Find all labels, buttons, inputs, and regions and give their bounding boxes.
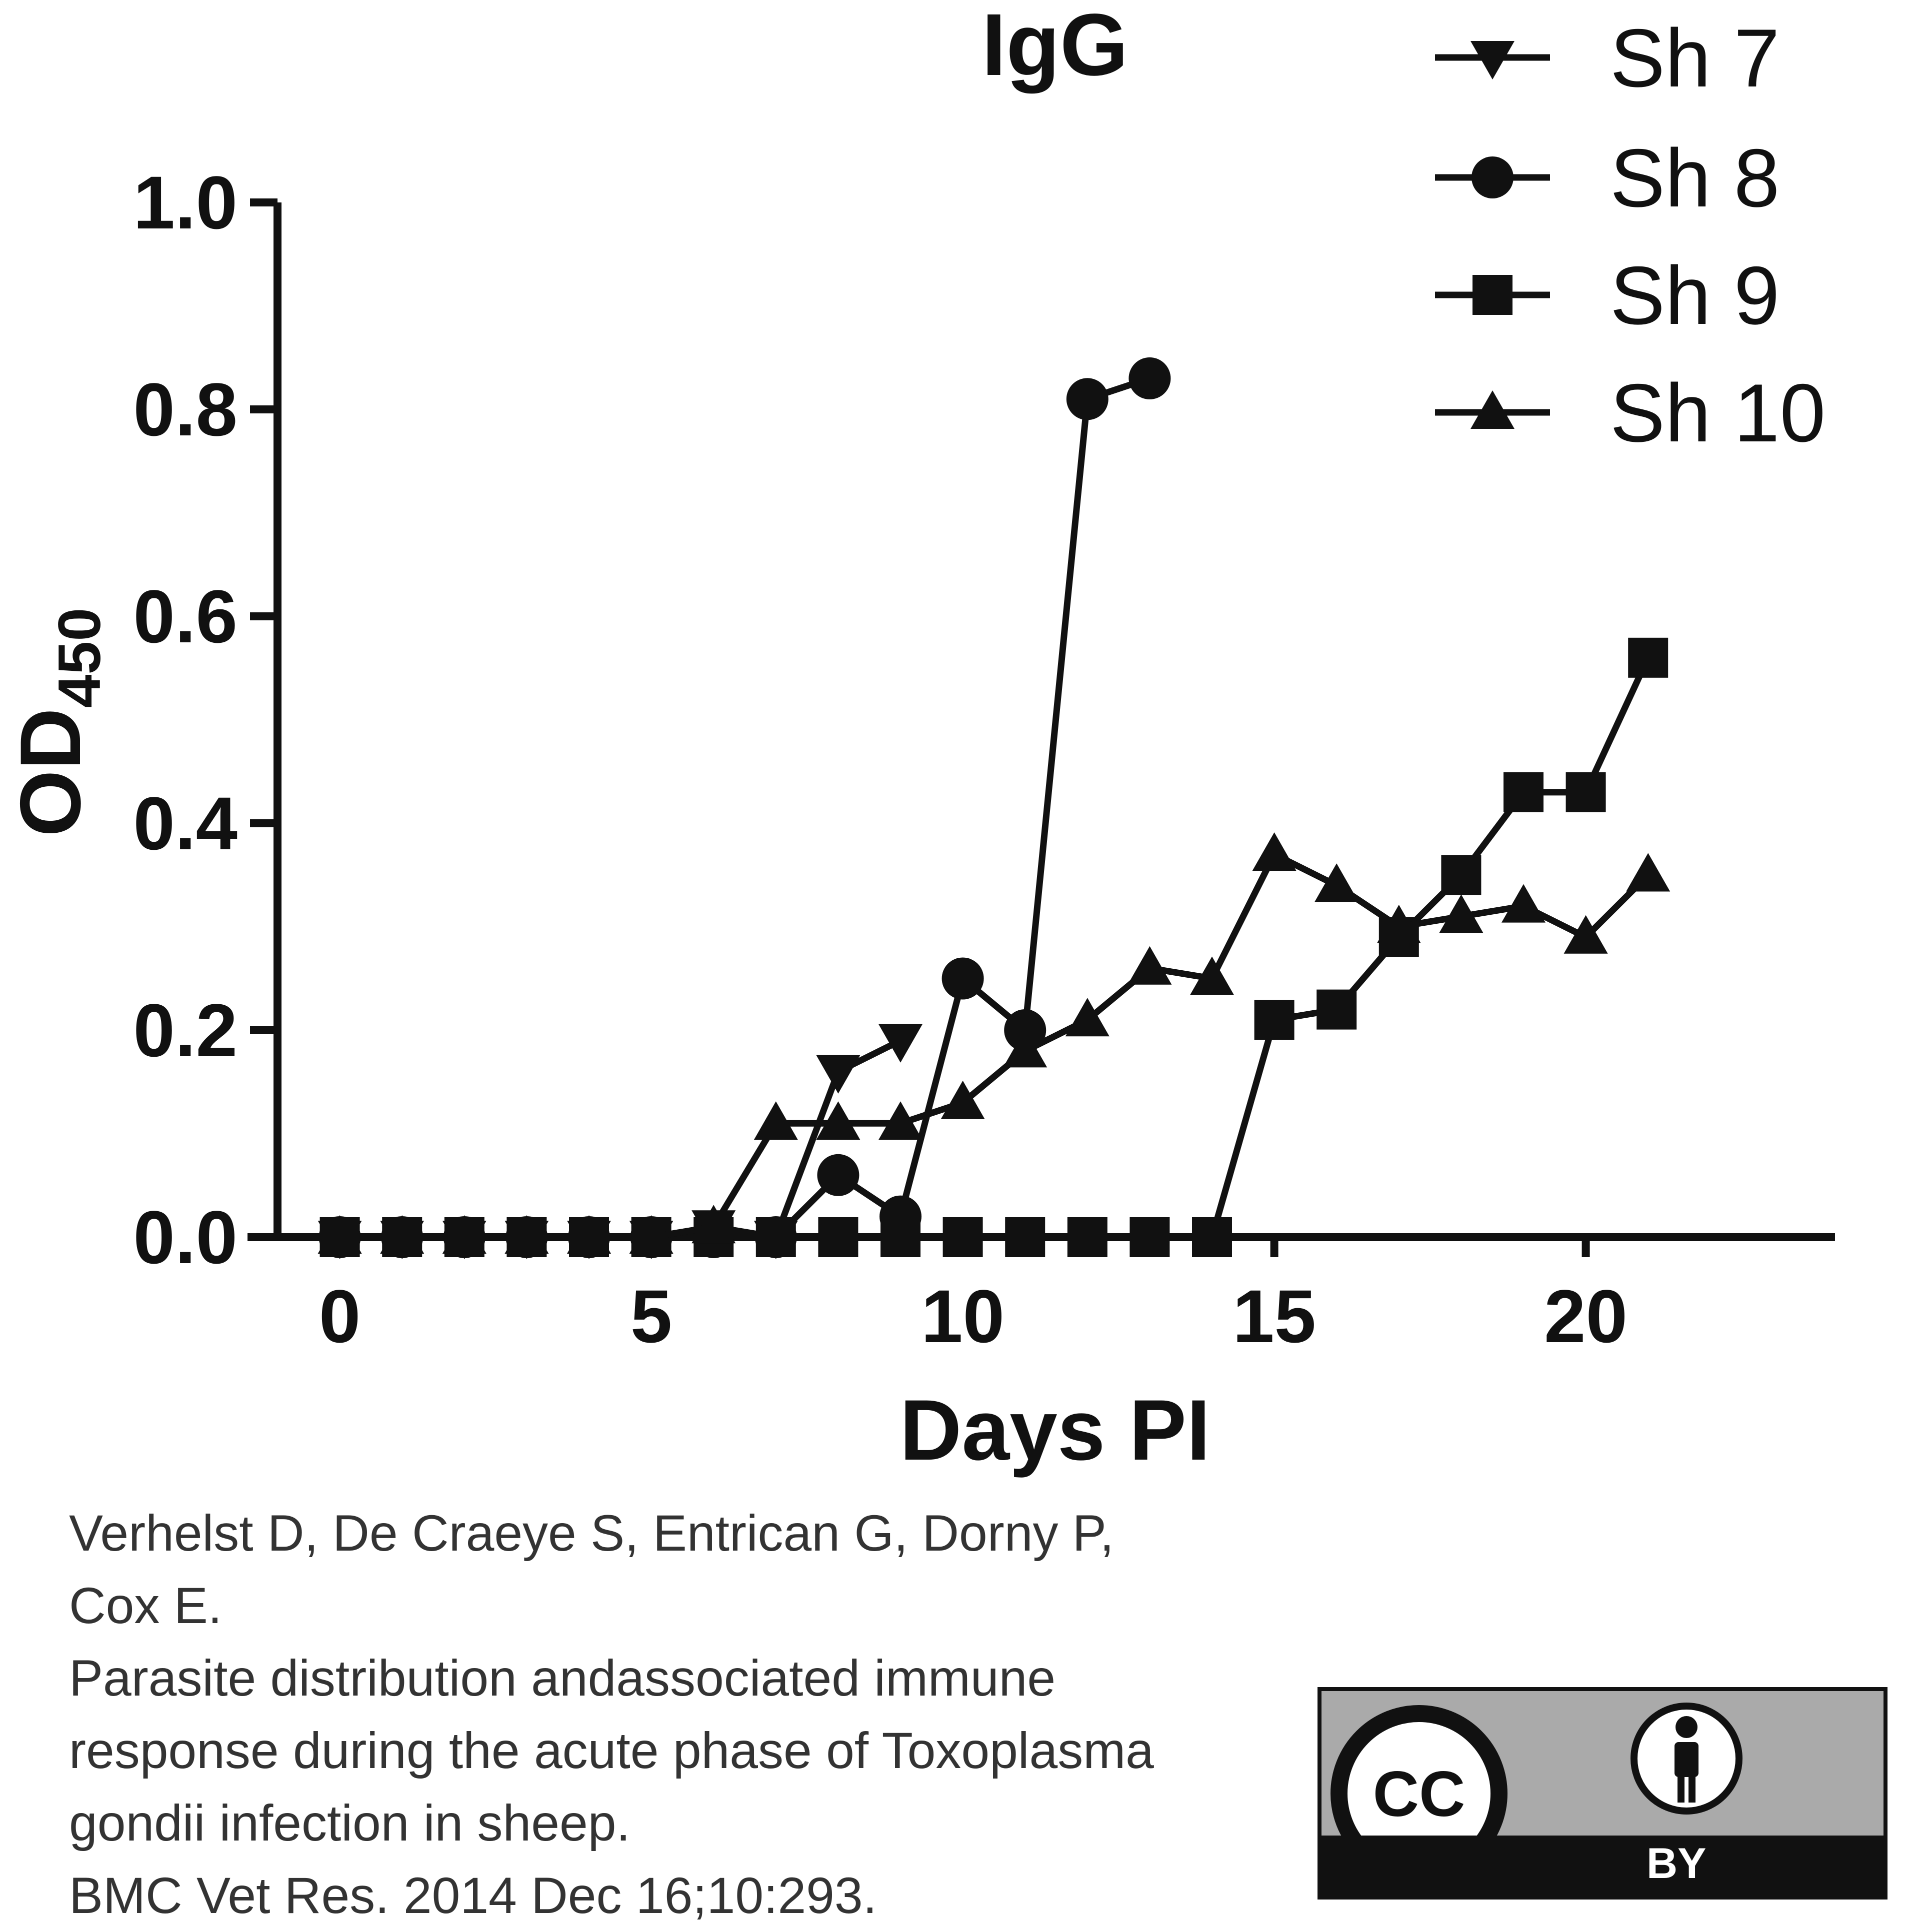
- series-layer: [318, 357, 1670, 1259]
- series-sh-9: [320, 637, 1668, 1257]
- chart-title: IgG: [982, 0, 1128, 94]
- legend-label: Sh 9: [1610, 249, 1780, 341]
- series-line: [340, 851, 1650, 1241]
- y-tick-label: 0.2: [133, 988, 238, 1072]
- data-point: [1626, 853, 1670, 892]
- by-bar: [1322, 1836, 1884, 1896]
- data-point: [1130, 1217, 1170, 1257]
- y-axis-label-main: OD: [2, 708, 98, 837]
- data-point: [1128, 946, 1172, 985]
- y-axis-label-sub: 450: [46, 608, 113, 708]
- data-point: [754, 1101, 798, 1140]
- cc-badge-graphic: CC: [1330, 1703, 1742, 1882]
- data-point: [1628, 637, 1668, 678]
- series-line: [340, 656, 1652, 1241]
- data-point: [1066, 378, 1108, 420]
- data-point: [1252, 832, 1296, 871]
- attribution-person-icon: [1630, 1703, 1742, 1815]
- data-point: [318, 1215, 362, 1254]
- data-point: [940, 1080, 985, 1119]
- citation-line: BMC Vet Res. 2014 Dec 16;10:293.: [69, 1867, 877, 1924]
- x-tick-label: 5: [630, 1274, 672, 1358]
- citation: Verhelst D, De Craeye S, Entrican G, Dor…: [69, 1497, 1349, 1932]
- data-point: [1314, 863, 1359, 902]
- legend-entry: Sh 9: [1435, 249, 1780, 341]
- y-tick-label: 0.4: [133, 781, 238, 865]
- legend-entry: Sh 10: [1435, 367, 1826, 459]
- x-tick-label: 20: [1544, 1274, 1628, 1358]
- data-point: [1005, 1217, 1046, 1257]
- by-label: BY: [1646, 1840, 1706, 1888]
- data-point: [1192, 1217, 1232, 1257]
- citation-line: Verhelst D, De Craeye S, Entrican G, Dor…: [69, 1505, 1114, 1562]
- legend-label: Sh 8: [1610, 132, 1780, 224]
- legend-entry: Sh 7: [1435, 12, 1780, 104]
- data-point: [942, 1217, 983, 1257]
- cc-icon-text: CC: [1373, 1759, 1466, 1830]
- data-point: [942, 957, 984, 1000]
- data-point: [1564, 915, 1608, 954]
- data-point: [1067, 1217, 1108, 1257]
- x-tick-label: 10: [921, 1274, 1004, 1358]
- y-tick-label: 1.0: [133, 160, 238, 244]
- data-point: [504, 1215, 549, 1254]
- data-point: [1439, 894, 1484, 933]
- data-point: [1376, 905, 1421, 943]
- x-tick-label: 0: [319, 1274, 360, 1358]
- data-point: [1003, 1029, 1048, 1068]
- data-point: [567, 1215, 611, 1254]
- data-point: [818, 1217, 858, 1257]
- series-sh-8: [318, 357, 1171, 1258]
- data-point: [756, 1217, 796, 1257]
- series-line: [340, 1037, 902, 1241]
- data-point: [629, 1215, 674, 1254]
- data-point: [1128, 357, 1171, 399]
- axes: 0.0 0.2 0.4 0.6 0.8 1.0 0 5 10 15 20: [133, 160, 1835, 1358]
- cc-by-license-badge: CC BY: [1318, 1687, 1888, 1900]
- data-point: [1065, 998, 1110, 1037]
- data-point: [817, 1154, 860, 1196]
- citation-line: Parasite distribution andassociated immu…: [69, 1650, 1056, 1707]
- citation-line: response during the acute phase of Toxop…: [69, 1722, 1154, 1779]
- legend-label: Sh 7: [1610, 12, 1780, 104]
- data-point: [442, 1215, 486, 1254]
- series-sh-10: [318, 832, 1670, 1254]
- legend-marker: [1470, 390, 1514, 429]
- data-point: [878, 1101, 922, 1140]
- legend-entry: Sh 8: [1435, 132, 1780, 224]
- data-point: [878, 1024, 922, 1063]
- legend: Sh 7 Sh 8 Sh 9 Sh 10: [1435, 12, 1826, 459]
- citation-line: gondii infection in sheep.: [69, 1795, 630, 1852]
- data-point: [692, 1205, 736, 1244]
- citation-line: Cox E.: [69, 1577, 222, 1634]
- data-point: [1254, 1000, 1294, 1040]
- data-point: [1316, 989, 1357, 1030]
- y-tick-label: 0.8: [133, 367, 238, 451]
- data-point: [380, 1215, 424, 1254]
- legend-label: Sh 10: [1610, 367, 1826, 459]
- data-point: [1441, 855, 1482, 895]
- data-point: [816, 1101, 860, 1140]
- data-point: [1502, 884, 1546, 923]
- legend-marker: [1472, 275, 1512, 315]
- data-point: [816, 1055, 860, 1094]
- data-point: [880, 1217, 920, 1257]
- y-tick-label: 0.0: [133, 1195, 238, 1279]
- legend-marker: [1470, 41, 1514, 79]
- data-point: [1504, 772, 1544, 812]
- x-tick-label: 15: [1232, 1274, 1316, 1358]
- series-line: [340, 375, 1151, 1241]
- y-tick-label: 0.6: [133, 574, 238, 658]
- x-axis-label: Days PI: [900, 1382, 1210, 1478]
- data-point: [1566, 772, 1606, 812]
- legend-marker: [1472, 156, 1514, 198]
- y-axis-label: OD450: [2, 608, 113, 837]
- data-point: [1190, 956, 1234, 995]
